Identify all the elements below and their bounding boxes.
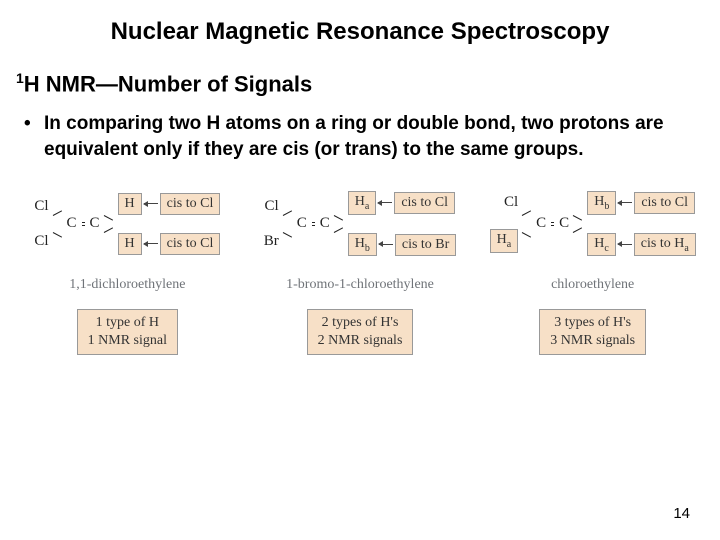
arrow-icon: [379, 244, 393, 245]
carbon-label: C: [559, 215, 569, 232]
tag-chip: cis to Cl: [634, 192, 695, 214]
signal-box: 2 types of H's 2 NMR signals: [307, 309, 414, 355]
arrow-icon: [144, 203, 158, 204]
example-col-1: Cl Cl C C H cis to Cl: [14, 185, 241, 355]
signal-box: 1 type of H 1 NMR signal: [77, 309, 178, 355]
tag-chip: cis to Br: [395, 234, 456, 256]
page-title: Nuclear Magnetic Resonance Spectroscopy: [0, 0, 720, 56]
figure-row: Cl Cl C C H cis to Cl: [0, 185, 720, 355]
tag-chip: cis to Ha: [634, 233, 696, 257]
atom-label: Br: [264, 233, 279, 250]
tag-chip: cis to Cl: [160, 193, 221, 215]
example-col-2: Cl Br C C Ha cis to Cl: [247, 185, 474, 355]
signal-line: 2 types of H's: [318, 314, 403, 332]
structure-1: Cl Cl C C H cis to Cl: [34, 185, 220, 263]
tag-chip: cis to Cl: [160, 233, 221, 255]
structure-3: Cl Ha C C Hb cis to Cl: [490, 185, 696, 263]
atom-label: Cl: [504, 194, 518, 211]
carbon-label: C: [536, 215, 546, 232]
double-bond-icon: [551, 222, 554, 226]
h-chip: Hb: [587, 191, 616, 215]
signal-line: 2 NMR signals: [318, 332, 403, 350]
example-col-3: Cl Ha C C Hb cis to Cl: [479, 185, 706, 355]
h-chip: Ha: [348, 191, 377, 215]
double-bond-icon: [312, 222, 315, 226]
signal-line: 3 NMR signals: [550, 332, 635, 350]
bullet-text: In comparing two H atoms on a ring or do…: [0, 111, 720, 162]
isotope-superscript: 1: [16, 70, 24, 86]
compound-name: 1-bromo-1-chloroethylene: [286, 277, 434, 293]
arrow-icon: [144, 243, 158, 244]
atom-label: Cl: [34, 233, 48, 250]
carbon-label: C: [67, 215, 77, 232]
signal-box: 3 types of H's 3 NMR signals: [539, 309, 646, 355]
arrow-icon: [618, 244, 632, 245]
h-chip: H: [118, 233, 142, 255]
atom-label: Cl: [265, 198, 279, 215]
signal-line: 3 types of H's: [550, 314, 635, 332]
subtitle-text: H NMR—Number of Signals: [24, 71, 312, 96]
h-chip: Ha: [490, 229, 519, 253]
h-chip: Hc: [587, 233, 616, 257]
carbon-label: C: [320, 215, 330, 232]
arrow-icon: [618, 202, 632, 203]
subtitle: 1H NMR—Number of Signals: [0, 56, 720, 111]
structure-2: Cl Br C C Ha cis to Cl: [264, 185, 457, 263]
signal-line: 1 type of H: [88, 314, 167, 332]
arrow-icon: [378, 202, 392, 203]
atom-label: Cl: [34, 198, 48, 215]
carbon-label: C: [90, 215, 100, 232]
signal-line: 1 NMR signal: [88, 332, 167, 350]
page-number: 14: [673, 505, 690, 522]
compound-name: 1,1-dichloroethylene: [69, 277, 185, 293]
double-bond-icon: [82, 222, 85, 226]
carbon-label: C: [297, 215, 307, 232]
tag-chip: cis to Cl: [394, 192, 455, 214]
h-chip: H: [118, 193, 142, 215]
compound-name: chloroethylene: [551, 277, 634, 293]
h-chip: Hb: [348, 233, 377, 257]
